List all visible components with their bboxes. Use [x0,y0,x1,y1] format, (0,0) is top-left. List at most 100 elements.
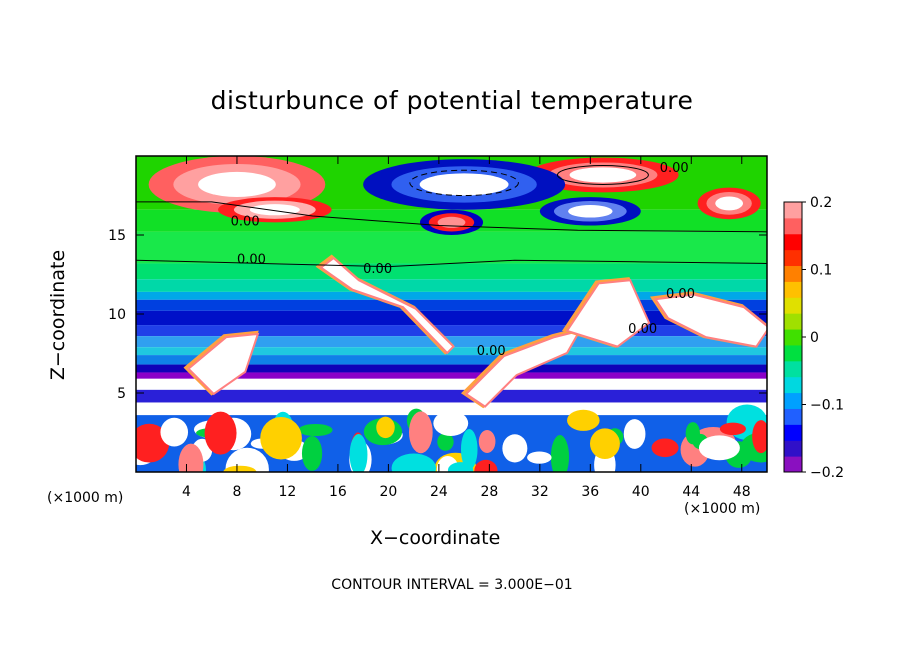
y-tick-label: 10 [108,307,126,323]
field-band [136,372,767,379]
x-tick-label: 36 [581,484,599,500]
turbulence-blob [301,435,323,471]
colorbar-segment [784,408,802,425]
colorbar-segment [784,329,802,346]
colorbar-segment [784,344,802,362]
turbulence-blob [527,451,552,464]
field-band [136,231,767,264]
contour-label: 0.00 [477,344,506,359]
turbulence-blob [349,434,368,472]
colorbar-segment [784,297,802,314]
upper-anomaly [437,216,466,228]
turbulence-blob [623,419,646,449]
contour-line-dashed [409,169,519,197]
colorbar-segment [784,217,802,235]
turbulence-blob [433,410,469,437]
upper-anomaly [569,167,637,183]
contour-label: 0.00 [628,322,657,337]
warm-plume-core [653,293,767,348]
colorbar-segment [784,202,802,219]
turbulence-blob [260,417,302,460]
x-tick-label: 44 [682,484,700,500]
turbulence-blob [460,428,478,470]
colorbar: 0.2 0.1 0 −0.1 −0.2 [783,195,844,481]
field-band [136,347,767,356]
field-band [136,299,767,311]
x-tick-label: 20 [379,484,397,500]
upper-anomaly [198,171,276,197]
field-band [136,355,767,365]
turbulence-blob [719,422,746,436]
field-band [136,263,767,280]
colorbar-segment [784,456,802,473]
turbulence-blob [437,432,454,451]
colorbar-segment [784,376,802,394]
turbulence-blob [223,465,257,472]
colorbar-segment [784,281,802,298]
warm-plume-core [565,279,651,348]
field-band [136,291,767,300]
colorbar-segment [784,265,802,282]
contour-interval-note: CONTOUR INTERVAL = 3.000E−01 [331,577,573,593]
contour-line [136,259,767,268]
upper-anomaly [715,196,744,211]
field-band [136,389,767,403]
turbulence-blob [391,453,437,472]
colorbar-segment [784,249,802,267]
turbulence-blob [550,435,570,472]
y-tick-label: 5 [117,386,126,402]
field-band [136,364,767,373]
warm-plume-core [186,332,260,396]
x-tick-label: 4 [182,484,191,500]
turbulence-blob [178,443,204,472]
potential-temperature-field: 0.00 0.00 0.00 0.00 0.00 0.00 0.00 [136,156,767,472]
turbulence-blob [589,428,620,460]
turbulence-blob [298,423,333,437]
y-tick-label: 15 [108,228,126,244]
turbulence-blob [567,409,600,431]
upper-anomaly [568,205,613,218]
field-band [136,325,767,337]
turbulence-blob [478,430,496,454]
y-axis: 5 10 15 [108,228,767,402]
turbulence-blob [474,459,498,472]
contour-line [136,201,767,233]
contour-line [557,164,649,185]
contour-label: 0.00 [237,252,266,267]
turbulence-blob [502,434,528,463]
field-band [136,402,767,416]
field-band [136,378,767,390]
colorbar-tick-label: −0.1 [810,398,844,414]
x-tick-label: 12 [279,484,297,500]
colorbar-segment [784,313,802,330]
x-tick-label: 24 [430,484,448,500]
turbulence-blob [698,435,740,461]
colorbar-tick-label: 0 [810,330,819,346]
x-unit-right: (×1000 m) [684,501,761,517]
x-unit-left: (×1000 m) [47,490,124,506]
chart-title: disturbunce of potential temperature [210,86,694,115]
contour-label: 0.00 [660,161,689,176]
turbulence-blob [447,462,474,472]
warm-plume-core [464,329,582,408]
contour-label: 0.00 [363,262,392,277]
colorbar-tick-label: −0.2 [810,465,844,481]
colorbar-tick-label: 0.2 [810,195,832,211]
x-axis: 4 8 12 16 20 24 28 32 36 40 44 48 [182,156,751,500]
upper-anomaly [419,173,509,196]
turbulence-blob [204,411,237,455]
colorbar-segment [784,440,802,457]
x-tick-label: 32 [531,484,549,500]
turbulence-blob [408,411,433,454]
field-band [136,336,767,348]
colorbar-segment [784,424,802,441]
colorbar-segment [784,392,802,409]
colorbar-segment [784,360,802,378]
x-tick-label: 28 [480,484,498,500]
x-tick-label: 16 [329,484,347,500]
turbulence-blob [376,416,395,439]
colorbar-tick-label: 0.1 [810,263,832,279]
x-tick-label: 48 [733,484,751,500]
turbulence-blob [651,438,679,458]
